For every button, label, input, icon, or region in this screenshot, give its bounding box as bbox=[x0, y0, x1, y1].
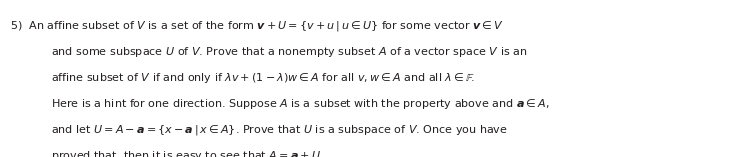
Text: affine subset of $V$ if and only if $\lambda v + (1 - \lambda)w \in A$ for all $: affine subset of $V$ if and only if $\la… bbox=[51, 71, 475, 85]
Text: 5)  An affine subset of $V$ is a set of the form $\boldsymbol{v} + U = \{v + u\,: 5) An affine subset of $V$ is a set of t… bbox=[10, 19, 504, 33]
Text: proved that, then it is easy to see that $A = \boldsymbol{a} + U$.: proved that, then it is easy to see that… bbox=[51, 149, 324, 157]
Text: and some subspace $U$ of $V$. Prove that a nonempty subset $A$ of a vector space: and some subspace $U$ of $V$. Prove that… bbox=[51, 45, 527, 59]
Text: and let $U = A - \boldsymbol{a} = \{x - \boldsymbol{a}\,|\,x \in A\}$. Prove tha: and let $U = A - \boldsymbol{a} = \{x - … bbox=[51, 123, 508, 137]
Text: Here is a hint for one direction. Suppose $A$ is a subset with the property abov: Here is a hint for one direction. Suppos… bbox=[51, 97, 550, 111]
